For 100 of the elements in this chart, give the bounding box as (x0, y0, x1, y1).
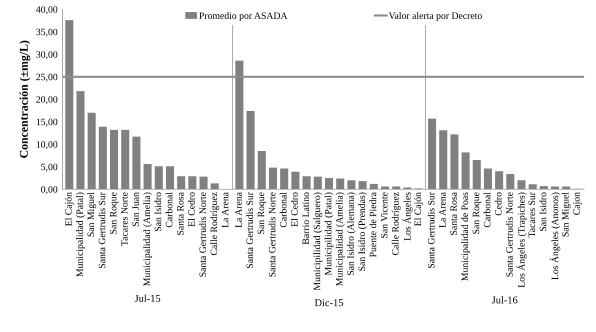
x-tick-label: Municipalidad (Patal) (76, 192, 85, 277)
x-tick-label: Municipilidad (Salguero) (313, 192, 322, 290)
bar (154, 166, 163, 190)
x-tick-label: San Isidro (154, 192, 162, 232)
x-tick-label: Los Ángeles (402, 192, 413, 241)
bar (210, 183, 219, 190)
bar (88, 112, 96, 190)
x-tick-label: Santa Gertrudis Sur (246, 192, 253, 268)
x-tick-label: Santa Gertrudis Norte (199, 192, 206, 277)
x-tick-label: Santa Rosa (177, 192, 184, 235)
y-tick-label: 40,00 (36, 6, 58, 14)
x-tick-label: Barrio Latino (302, 192, 310, 244)
y-tick-label: 5,00 (41, 164, 58, 172)
x-tick-label: El Cajón (414, 192, 424, 226)
x-tick-label: Tacares Norte (121, 192, 128, 246)
bar (540, 186, 548, 190)
x-tick-label: Santa Gertrudis Sur (428, 192, 435, 268)
bar (177, 176, 186, 190)
x-tick-label: San Isidro (539, 192, 546, 232)
bar (76, 91, 85, 190)
y-tick-label: 25,00 (36, 74, 58, 82)
bar (246, 110, 255, 190)
y-tick-label: 35,00 (36, 28, 58, 37)
x-tick-label: El Cedro (290, 192, 298, 227)
x-tick-label: La Arena (222, 192, 228, 228)
y-tick-label: 15,00 (36, 118, 58, 127)
bar (258, 151, 266, 190)
bar (380, 186, 390, 190)
y-axis-title: Concentración (±mg/L) (19, 40, 30, 158)
bar (528, 184, 537, 190)
x-tick-label: El Cajón (64, 192, 74, 226)
x-tick-label: Calle Rodríguez (392, 192, 401, 256)
x-tick-label: Cedro (494, 192, 502, 216)
x-tick-label: El Cedro (188, 192, 195, 227)
bar (484, 168, 492, 190)
legend-label: Promedio por ASADA (199, 12, 288, 21)
bar (188, 176, 196, 190)
bar (336, 178, 344, 190)
x-tick-label: Carbonal (166, 192, 172, 228)
bar (132, 136, 140, 190)
x-axis-title: Dic-15 (314, 299, 344, 306)
bar (291, 172, 300, 190)
x-tick-label: Santa Gertrudis Norte (268, 192, 276, 277)
x-tick-label: Municipalidad (Amelia) (143, 192, 152, 286)
bar (517, 180, 526, 190)
x-tick-label: Santa Gertrudis Norte (506, 192, 513, 277)
bar (506, 174, 514, 190)
x-tick-label: San Vicente (380, 192, 388, 238)
x-tick-label: San Miguel (87, 192, 96, 236)
bar (268, 168, 278, 190)
x-tick-label: Carbonal (484, 192, 490, 228)
bar (110, 130, 118, 190)
y-tick-label: 10,00 (36, 141, 58, 150)
x-tick-label: Municipalidad (Amelia) (336, 192, 345, 286)
bar (472, 160, 481, 190)
bar (392, 186, 400, 190)
x-tick-label: San Miguel (562, 192, 571, 236)
x-tick-label: Los Ángeles (Trapiches) (516, 192, 527, 288)
x-tick-label: San Roque (110, 192, 118, 234)
bar (200, 176, 208, 190)
x-tick-label: Municipilidad (Patal) (324, 192, 334, 276)
x-tick-label: La Arena (235, 192, 242, 228)
bar (121, 130, 130, 190)
x-tick-label: Santa Rosa (450, 192, 457, 235)
bar (144, 164, 152, 190)
x-tick-label: Los Ángeles (Anonos) (550, 192, 560, 280)
x-tick-label: San Roque (258, 192, 266, 234)
bar (347, 180, 356, 190)
x-tick-label: San Isidro (Alemana) (347, 192, 356, 276)
x-tick-label: Puente de Piedra (369, 192, 376, 258)
bar (495, 171, 504, 190)
x-tick-label: Cajon (573, 192, 582, 215)
bar (439, 130, 448, 190)
x-tick-label: San Roque (472, 192, 482, 234)
bar (98, 126, 107, 190)
bar (370, 184, 378, 190)
x-tick-label: Municipalidad de Poas (461, 192, 470, 281)
bar (280, 168, 288, 190)
x-axis-title: Jul-15 (134, 294, 160, 302)
y-tick-label: 0,00 (41, 186, 58, 194)
bar (166, 166, 174, 190)
y-tick-label: 30,00 (36, 51, 58, 60)
x-tick-label: Calle Rodríguez (210, 192, 220, 256)
x-axis-title: Jul-16 (492, 296, 518, 304)
bar (562, 186, 570, 190)
x-tick-label: Tacares Sur (528, 192, 536, 238)
bar (302, 176, 311, 190)
bar (450, 134, 458, 190)
bar (314, 176, 322, 190)
bar (550, 186, 560, 190)
legend-label: Valor alerta por Decreto (388, 12, 482, 21)
x-tick-label: San Juan (132, 192, 139, 226)
x-tick-label: Carbonal (280, 192, 287, 228)
x-tick-label: La Arena (439, 192, 446, 228)
y-tick-label: 20,00 (36, 96, 58, 104)
x-tick-label: Santa Gertrudis Sur (98, 192, 106, 268)
bar (358, 181, 367, 190)
bar (462, 152, 470, 190)
bar (324, 178, 334, 190)
bar (428, 118, 436, 190)
